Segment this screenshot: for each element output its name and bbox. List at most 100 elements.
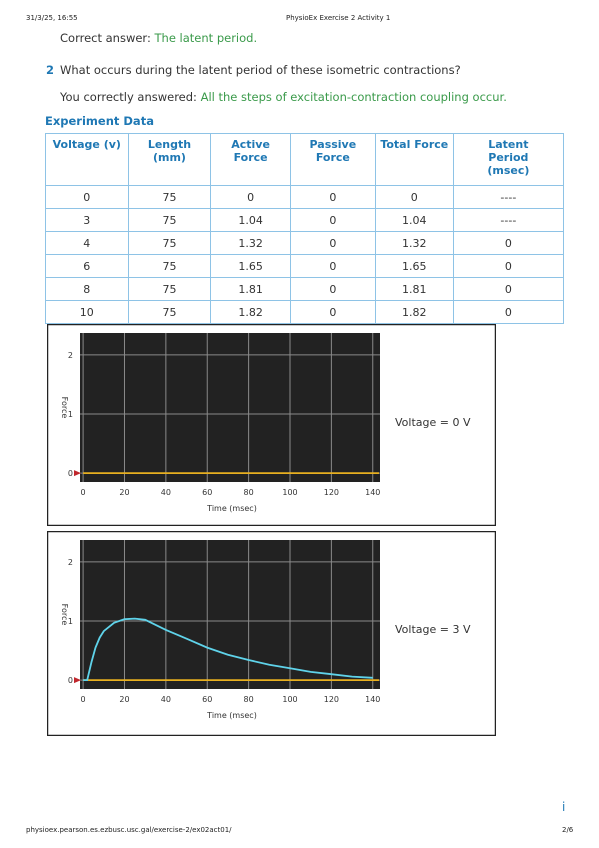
x-tick-label: 80 (244, 488, 254, 497)
table-cell: 0 (45, 185, 129, 209)
table-cell: 4 (45, 231, 129, 255)
table-cell: 0 (452, 300, 565, 324)
column-header: Latent Period (msec) (452, 133, 565, 186)
column-header: Passive Force (289, 133, 376, 186)
previous-answer: Correct answer: The latent period. (60, 31, 257, 45)
table-cell: 1.81 (210, 277, 291, 301)
table-cell: 1.82 (374, 300, 454, 324)
table-cell: 75 (127, 185, 212, 209)
x-tick-label: 40 (161, 695, 171, 704)
table-cell: 0 (374, 185, 454, 209)
x-tick-label: 140 (365, 695, 380, 704)
x-axis-title: Time (msec) (206, 711, 257, 720)
table-row: 0 75 0 0 0 ---- (45, 185, 565, 209)
table-cell: 0 (289, 208, 376, 232)
table-cell: 75 (127, 208, 212, 232)
data-line (83, 617, 373, 681)
question-text: What occurs during the latent period of … (60, 63, 461, 77)
table-cell: 1.81 (374, 277, 454, 301)
zero-marker (74, 677, 81, 684)
plot-area (80, 540, 380, 689)
x-tick-label: 100 (282, 695, 297, 704)
x-tick-label: 140 (365, 488, 380, 497)
x-tick-label: 120 (324, 488, 339, 497)
table-cell: 0 (289, 277, 376, 301)
table-row: 8 75 1.81 0 1.81 0 (45, 277, 565, 301)
x-tick-label: 40 (161, 488, 171, 497)
header-row: Voltage (v) Length (mm) Active Force Passiv… (45, 133, 565, 186)
chart: 0 20 40 60 80 100 120 140 0 1 2 Force Time (msec) Vol… (47, 324, 496, 526)
table-cell: 75 (127, 300, 212, 324)
table-cell: 1.82 (210, 300, 291, 324)
y-axis-title: Force (60, 604, 69, 626)
x-tick-label: 60 (202, 488, 212, 497)
answer-text: All the steps of excitation-contraction … (200, 90, 507, 104)
answer-text: The latent period. (154, 31, 258, 45)
print-date: 31/3/25, 16:55 (26, 14, 78, 22)
table-cell: 0 (452, 231, 565, 255)
table-cell: 1.32 (374, 231, 454, 255)
column-header: Voltage (v) (45, 133, 129, 186)
table-cell: 1.65 (210, 254, 291, 278)
y-tick-label: 0 (68, 469, 73, 478)
table-cell: 6 (45, 254, 129, 278)
answer-label: You correctly answered: (60, 90, 197, 104)
table-cell: 1.32 (210, 231, 291, 255)
x-tick-label: 0 (81, 695, 86, 704)
table-cell: 0 (289, 254, 376, 278)
table-cell: 0 (289, 231, 376, 255)
column-header: Total Force (374, 133, 454, 186)
plot-area (80, 333, 380, 482)
table-title: Experiment Data (45, 114, 154, 128)
table-cell: 1.65 (374, 254, 454, 278)
voltage-label: Voltage = 0 V (395, 416, 471, 429)
column-header: Active Force (210, 133, 291, 186)
x-tick-label: 60 (202, 695, 212, 704)
table-row: 10 75 1.82 0 1.82 0 (45, 300, 565, 324)
footer-url: physioex.pearson.es.ezbusc.usc.gal/exerc… (26, 826, 232, 834)
x-axis-title: Time (msec) (206, 504, 257, 513)
column-header: Length (mm) (127, 133, 212, 186)
x-tick-label: 20 (119, 695, 129, 704)
y-tick-label: 1 (68, 617, 73, 626)
question-number: 2 (46, 63, 55, 77)
x-tick-label: 80 (244, 695, 254, 704)
table-cell: 0 (289, 185, 376, 209)
chart-frame (47, 531, 496, 736)
answer-label: Correct answer: (60, 31, 151, 45)
table-cell: 8 (45, 277, 129, 301)
info-icon[interactable]: i (562, 800, 566, 814)
print-title: PhysioEx Exercise 2 Activity 1 (286, 14, 391, 22)
table-cell: 1.04 (374, 208, 454, 232)
zero-marker (74, 470, 81, 477)
table-cell: ---- (452, 185, 565, 209)
y-tick-label: 2 (68, 558, 73, 567)
table-cell: 75 (127, 277, 212, 301)
table-cell: 0 (210, 185, 291, 209)
x-tick-label: 0 (81, 488, 86, 497)
data-table: Voltage (v) Length (mm) Active Force Passiv… (45, 133, 565, 324)
table-cell: 0 (452, 277, 565, 301)
x-tick-label: 100 (282, 488, 297, 497)
footer-page: 2/6 (562, 826, 574, 834)
y-axis-title: Force (60, 397, 69, 419)
chart-frame (47, 324, 496, 526)
table-cell: 10 (45, 300, 129, 324)
table-row: 3 75 1.04 0 1.04 ---- (45, 208, 565, 232)
voltage-label: Voltage = 3 V (395, 623, 471, 636)
y-tick-label: 2 (68, 351, 73, 360)
table-row: 4 75 1.32 0 1.32 0 (45, 231, 565, 255)
table-cell: 1.04 (210, 208, 291, 232)
table-cell: 0 (452, 254, 565, 278)
question-answer: You correctly answered: All the steps of… (60, 90, 507, 104)
chart: 0 20 40 60 80 100 120 140 0 1 2 Force Time (msec) Vol… (47, 531, 496, 736)
table-row: 6 75 1.65 0 1.65 0 (45, 254, 565, 278)
table-cell: 75 (127, 231, 212, 255)
table-cell: 0 (289, 300, 376, 324)
y-tick-label: 0 (68, 676, 73, 685)
table-cell: 75 (127, 254, 212, 278)
x-tick-label: 120 (324, 695, 339, 704)
table-cell: ---- (452, 208, 565, 232)
table-cell: 3 (45, 208, 129, 232)
